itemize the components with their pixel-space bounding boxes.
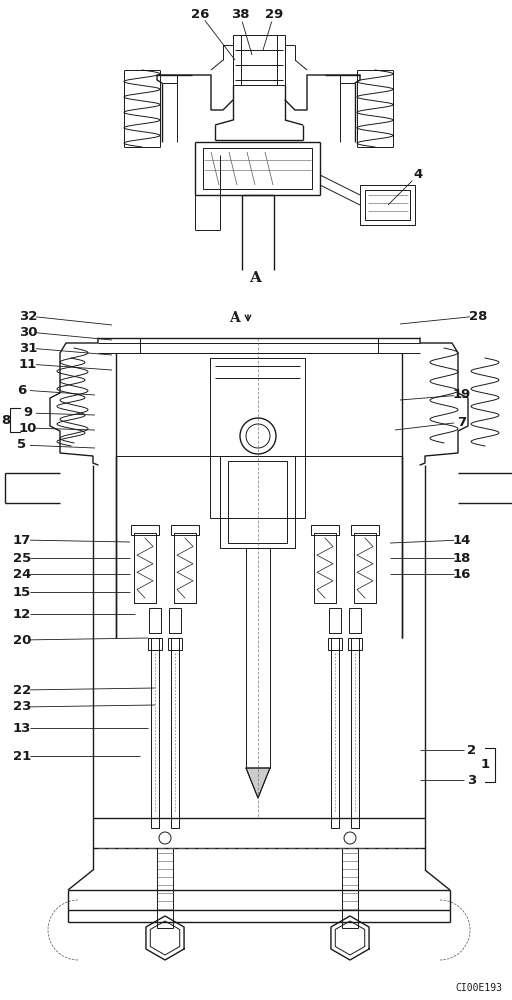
Text: 32: 32 bbox=[19, 310, 37, 322]
Text: 28: 28 bbox=[469, 310, 487, 322]
Text: 1: 1 bbox=[480, 758, 489, 772]
Text: 38: 38 bbox=[231, 7, 249, 20]
Text: A: A bbox=[249, 271, 261, 285]
Bar bbox=[360, 185, 415, 225]
Bar bbox=[228, 461, 287, 543]
Bar bbox=[354, 533, 376, 603]
Text: 25: 25 bbox=[13, 552, 31, 564]
Text: 10: 10 bbox=[19, 422, 37, 434]
Bar bbox=[329, 608, 341, 633]
Bar bbox=[174, 533, 196, 603]
Text: 11: 11 bbox=[19, 358, 37, 370]
Text: 14: 14 bbox=[453, 534, 471, 546]
Bar bbox=[148, 638, 162, 650]
Bar bbox=[351, 638, 359, 828]
Bar bbox=[168, 638, 182, 650]
Bar bbox=[351, 525, 379, 535]
Text: 3: 3 bbox=[467, 774, 477, 786]
Text: 17: 17 bbox=[13, 534, 31, 546]
Text: A: A bbox=[229, 311, 240, 325]
Bar bbox=[233, 35, 285, 85]
Text: 12: 12 bbox=[13, 607, 31, 620]
Bar bbox=[171, 525, 199, 535]
Text: 8: 8 bbox=[2, 414, 11, 426]
Text: 15: 15 bbox=[13, 585, 31, 598]
Text: 9: 9 bbox=[24, 406, 33, 420]
Text: 21: 21 bbox=[13, 750, 31, 762]
Bar bbox=[151, 638, 159, 828]
Text: 2: 2 bbox=[467, 744, 477, 756]
Bar bbox=[210, 358, 305, 518]
Bar bbox=[314, 533, 336, 603]
Bar bbox=[169, 608, 181, 633]
Text: 22: 22 bbox=[13, 684, 31, 696]
Text: 23: 23 bbox=[13, 700, 31, 714]
Text: 30: 30 bbox=[19, 326, 37, 338]
Bar bbox=[149, 608, 161, 633]
Text: 31: 31 bbox=[19, 342, 37, 355]
Text: 16: 16 bbox=[453, 568, 471, 580]
Bar bbox=[328, 638, 342, 650]
Bar bbox=[246, 548, 270, 768]
Bar bbox=[331, 638, 339, 828]
Text: CI00E193: CI00E193 bbox=[455, 983, 502, 993]
Bar bbox=[157, 848, 173, 928]
Text: 6: 6 bbox=[17, 383, 27, 396]
Bar bbox=[131, 525, 159, 535]
Text: 26: 26 bbox=[191, 7, 209, 20]
Text: 24: 24 bbox=[13, 568, 31, 580]
Text: 4: 4 bbox=[413, 168, 422, 182]
Text: 20: 20 bbox=[13, 634, 31, 647]
Text: 19: 19 bbox=[453, 388, 471, 401]
Text: 13: 13 bbox=[13, 722, 31, 734]
Polygon shape bbox=[246, 768, 270, 798]
Bar bbox=[134, 533, 156, 603]
Text: 5: 5 bbox=[17, 438, 27, 452]
Bar bbox=[349, 608, 361, 633]
Text: 18: 18 bbox=[453, 552, 471, 564]
Bar bbox=[348, 638, 362, 650]
Bar bbox=[311, 525, 339, 535]
Bar bbox=[203, 148, 312, 189]
Bar bbox=[220, 456, 295, 548]
Text: 7: 7 bbox=[457, 416, 466, 428]
Bar bbox=[171, 638, 179, 828]
Bar bbox=[365, 190, 410, 220]
Bar bbox=[342, 848, 358, 928]
Text: 29: 29 bbox=[265, 7, 283, 20]
